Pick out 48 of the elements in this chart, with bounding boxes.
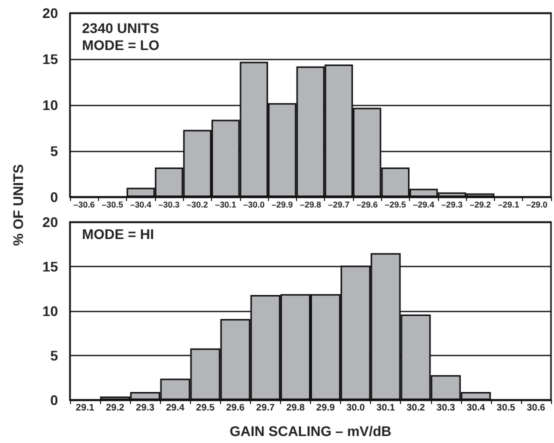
x-tick-label: –29.1 — [498, 200, 520, 210]
x-tick-label: –30.2 — [186, 200, 208, 210]
x-tick-label: 30.5 — [496, 402, 516, 414]
y-tick-label: 20 — [42, 214, 58, 230]
y-tick-label: 10 — [42, 97, 58, 113]
x-tick-label: 29.3 — [136, 402, 154, 414]
x-tick-label: –29.8 — [300, 200, 322, 210]
x-tick-label: 29.4 — [166, 402, 186, 414]
x-tick-label: –29.2 — [470, 200, 492, 210]
x-tick-label: –29.5 — [384, 200, 406, 210]
x-tick-label: 29.6 — [226, 402, 245, 414]
annotation: 2340 UNITS — [82, 20, 160, 36]
y-tick-label: 15 — [42, 258, 58, 274]
x-tick-label: 30.4 — [466, 402, 486, 414]
x-tick-label: –30.4 — [130, 200, 152, 210]
y-tick-label: 5 — [50, 143, 58, 159]
x-tick-label: –29.0 — [526, 200, 548, 210]
x-tick-label: 30.6 — [526, 402, 546, 414]
y-tick-label: 5 — [50, 348, 58, 364]
x-axis-title: GAIN SCALING – mV/dB — [230, 423, 392, 439]
y-tick-label: 15 — [42, 51, 58, 67]
x-tick-label: 30.2 — [406, 402, 425, 414]
x-tick-label: –30.6 — [74, 200, 96, 210]
x-tick-label: 30.3 — [436, 402, 456, 414]
x-tick-label: 29.7 — [256, 402, 275, 414]
x-tick-label: –30.1 — [214, 200, 237, 210]
x-tick-label: –30.5 — [102, 200, 124, 210]
x-tick-label: –29.3 — [441, 200, 463, 210]
x-tick-label: 29.2 — [106, 402, 124, 414]
x-tick-label: –29.4 — [413, 200, 435, 210]
x-tick-label: –29.7 — [328, 200, 350, 210]
x-tick-label: –29.9 — [272, 200, 294, 210]
x-tick-label: 29.9 — [316, 402, 335, 414]
x-tick-label: 29.1 — [76, 402, 95, 414]
y-tick-label: 0 — [50, 189, 58, 205]
y-axis-title: % OF UNITS — [10, 164, 26, 246]
x-tick-label: –30.3 — [158, 200, 180, 210]
y-tick-label: 10 — [42, 303, 58, 319]
x-tick-label: 30.0 — [346, 402, 365, 414]
x-tick-label: –29.6 — [356, 200, 378, 210]
x-tick-label: 29.8 — [286, 402, 305, 414]
annotation: MODE = HI — [82, 226, 154, 242]
annotation: MODE = LO — [82, 37, 160, 53]
y-tick-label: 20 — [42, 5, 58, 21]
x-tick-label: 29.5 — [196, 402, 216, 414]
y-tick-label: 0 — [50, 392, 58, 408]
x-tick-label: –30.0 — [243, 200, 265, 210]
x-tick-label: 30.1 — [376, 402, 396, 414]
